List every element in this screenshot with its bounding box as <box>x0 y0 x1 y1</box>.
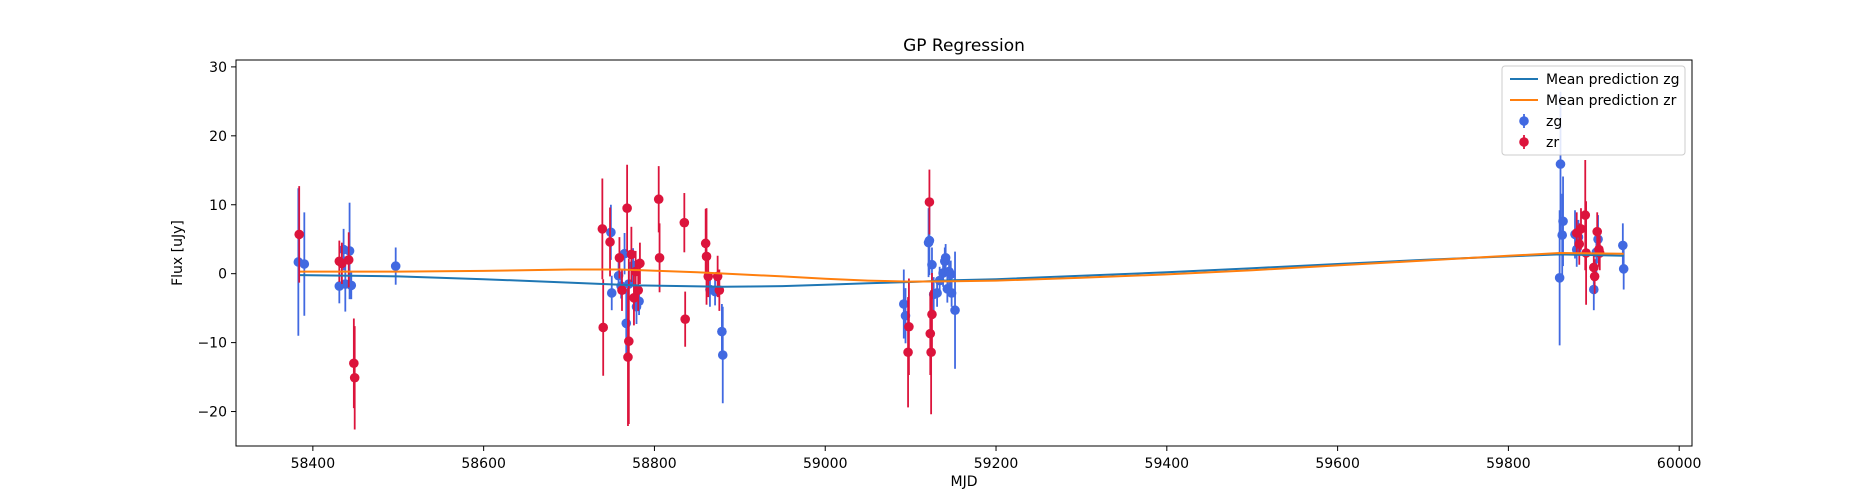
data-point-zr <box>714 285 725 296</box>
data-point-zr <box>605 237 615 247</box>
data-point-zr <box>629 293 639 303</box>
data-point-zr <box>597 224 608 234</box>
data-point-zr <box>654 253 665 263</box>
data-point-zr <box>294 229 304 240</box>
data-point-zg <box>1618 264 1629 274</box>
data-point-zg <box>1558 216 1568 227</box>
y-tick-label: −20 <box>197 405 227 421</box>
x-tick-label: 60000 <box>1657 456 1702 472</box>
y-tick-label: 10 <box>209 198 227 214</box>
y-tick-label: 30 <box>209 60 227 76</box>
series-zg <box>293 91 1629 404</box>
data-point-zr <box>680 314 690 324</box>
data-point-zr <box>1592 226 1603 237</box>
data-point-zr <box>703 271 714 282</box>
chart-title: GP Regression <box>903 36 1025 56</box>
x-tick-label: 59000 <box>803 456 848 472</box>
data-point-zr <box>626 249 637 260</box>
data-point-zr <box>349 372 360 383</box>
data-point-zg <box>717 326 727 337</box>
x-tick-label: 59600 <box>1315 456 1360 472</box>
data-point-zr <box>598 322 609 333</box>
x-tick-label: 58800 <box>632 456 677 472</box>
x-tick-label: 59400 <box>1145 456 1190 472</box>
data-point-zr <box>1588 262 1599 273</box>
data-point-zg <box>1618 240 1628 251</box>
data-point-zg <box>299 259 310 269</box>
x-tick-label: 59800 <box>1486 456 1531 472</box>
data-point-zg <box>1557 230 1567 240</box>
x-axis-title: MJD <box>951 474 978 490</box>
y-tick-label: −10 <box>197 336 227 352</box>
data-point-zg <box>945 269 956 280</box>
plot-area <box>293 91 1629 430</box>
mean-line-mean-prediction-zr <box>300 251 1624 283</box>
legend-label: zr <box>1546 135 1559 151</box>
data-point-zr <box>1580 210 1591 220</box>
legend-label: Mean prediction zr <box>1546 93 1677 109</box>
data-point-zr <box>904 321 914 332</box>
data-point-zr <box>622 203 632 213</box>
data-point-zg <box>390 261 401 271</box>
data-point-zr <box>1589 271 1600 282</box>
y-axis-title: Flux [uJy] <box>170 220 186 286</box>
data-point-zr <box>925 328 936 339</box>
legend-marker-swatch <box>1519 137 1529 147</box>
x-tick-label: 58600 <box>461 456 506 472</box>
plot-frame <box>235 59 1693 447</box>
data-point-zg <box>1554 273 1565 283</box>
data-point-zg <box>924 235 935 246</box>
data-point-zg <box>940 253 951 263</box>
data-point-zr <box>903 347 913 358</box>
data-point-zr <box>623 352 633 362</box>
y-tick-label: 20 <box>209 129 227 145</box>
data-point-zr <box>624 336 634 347</box>
y-tick-label: 0 <box>218 267 227 283</box>
data-point-zr <box>927 309 937 320</box>
data-point-zr <box>1574 239 1585 249</box>
x-tick-label: 58400 <box>291 456 336 472</box>
data-point-zr <box>679 217 690 228</box>
x-tick-label: 59200 <box>974 456 1019 472</box>
data-point-zg <box>946 288 957 298</box>
data-point-zr <box>653 194 664 205</box>
data-point-zr <box>617 285 627 296</box>
data-point-zr <box>924 197 935 207</box>
data-point-zr <box>926 347 936 358</box>
data-point-zr <box>614 253 625 263</box>
data-point-zg <box>717 350 728 360</box>
data-point-zg <box>898 299 909 309</box>
legend-marker-swatch <box>1519 116 1529 126</box>
legend: Mean prediction zg Mean prediction zr zg zr <box>1501 65 1686 156</box>
legend-box <box>1501 65 1686 156</box>
data-point-zg <box>932 288 942 298</box>
data-point-zr <box>630 266 641 277</box>
plot-content <box>293 91 1629 430</box>
data-point-zr <box>701 251 712 262</box>
data-point-zg <box>1555 159 1566 169</box>
data-point-zg <box>950 305 960 316</box>
data-point-zr <box>635 258 645 269</box>
data-point-zr <box>1576 224 1586 234</box>
data-point-zr <box>700 238 711 249</box>
legend-label: zg <box>1546 114 1562 130</box>
legend-label: Mean prediction zg <box>1546 72 1680 88</box>
data-point-zr <box>349 358 359 369</box>
data-point-zr <box>343 255 354 265</box>
series-zr <box>294 159 1605 430</box>
axis-ticks: 58400 58600 58800 59000 59200 59400 59600 59800… <box>197 60 1701 472</box>
data-point-zr <box>633 285 644 296</box>
data-point-zg <box>606 288 617 298</box>
data-point-zg <box>927 259 937 270</box>
